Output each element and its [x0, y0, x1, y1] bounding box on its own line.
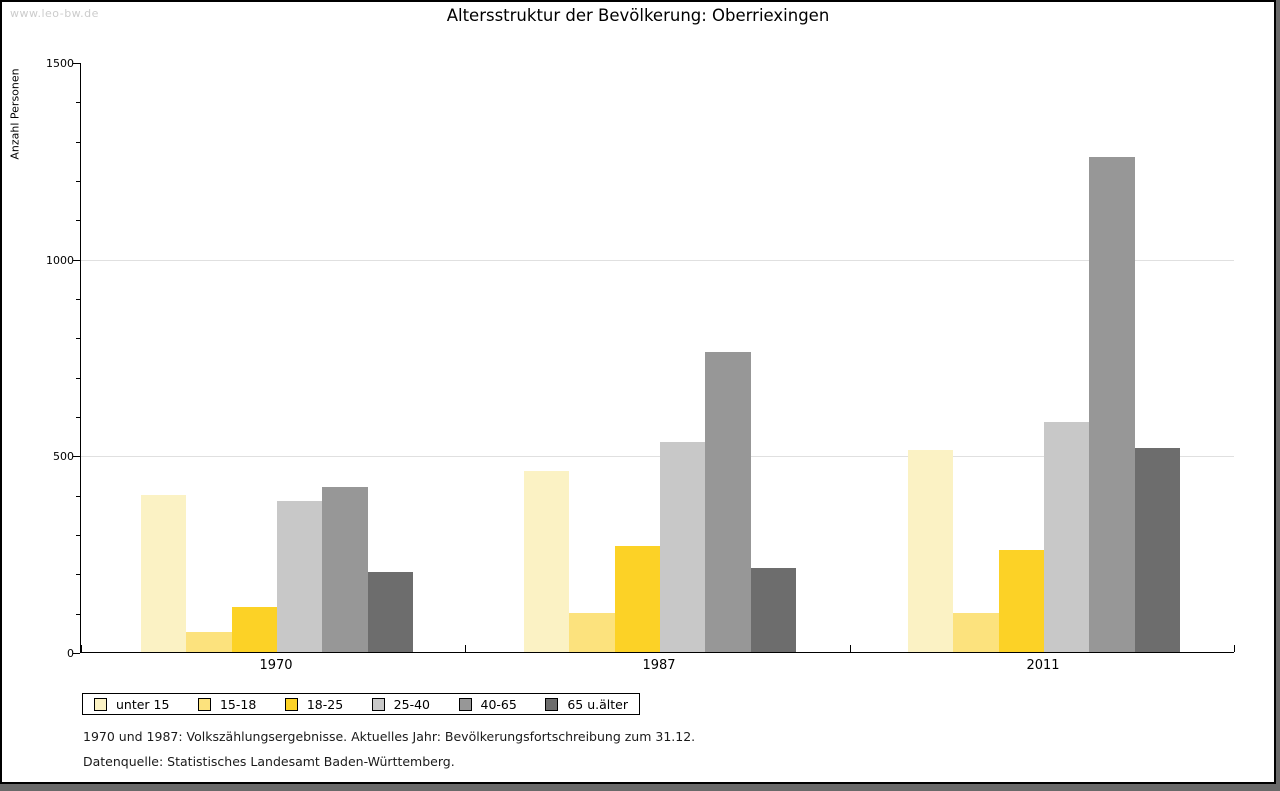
y-tick-label-1000: 1000 — [46, 253, 74, 267]
legend-swatch-icon — [94, 697, 107, 711]
x-axis-tick — [850, 645, 851, 652]
bar-2011-18-25 — [998, 549, 1044, 652]
y-axis-minor-tick — [76, 220, 80, 222]
bar-1970-unter-15 — [141, 494, 187, 652]
legend-item-15-18: 15-18 — [197, 696, 257, 712]
bar-1970-15-18 — [186, 632, 232, 652]
bar-1987-65-u-lter — [750, 567, 796, 652]
y-axis-minor-tick — [76, 181, 80, 182]
bar-1970-40-65 — [322, 487, 368, 652]
bar-1987-40-65 — [705, 351, 751, 652]
legend: unter 15 15-18 18-25 25-40 40-65 65 u.älter — [82, 693, 640, 715]
x-axis-tick — [81, 645, 82, 652]
legend-label: 25-40 — [393, 696, 430, 712]
x-category-label-1987: 1987 — [642, 658, 676, 673]
chart-title: Altersstruktur der Bevölkerung: Oberriex… — [446, 6, 830, 25]
bar-2011-25-40 — [1043, 422, 1090, 652]
y-axis-minor-tick — [76, 535, 80, 536]
bar-1970-65-u-lter — [367, 571, 413, 652]
legend-item-18-25: 18-25 — [284, 696, 344, 712]
bar-group-1987 — [524, 63, 796, 652]
x-category-label-2011: 2011 — [1026, 658, 1060, 673]
y-axis-minor-tick — [76, 299, 80, 300]
legend-swatch-icon — [284, 697, 298, 711]
legend-label: unter 15 — [116, 696, 170, 712]
bar-1970-25-40 — [276, 500, 323, 652]
legend-label: 40-65 — [480, 696, 517, 712]
legend-item-65-u-lter: 65 u.älter — [545, 697, 628, 712]
bar-1987-15-18 — [569, 612, 615, 652]
legend-swatch-icon — [371, 697, 385, 711]
legend-item-25-40: 25-40 — [371, 696, 430, 712]
y-axis-label: Anzahl Personen — [8, 68, 22, 160]
legend-item-40-65: 40-65 — [458, 696, 517, 712]
x-axis-tick — [1234, 645, 1235, 652]
y-axis-minor-tick — [76, 338, 80, 340]
y-axis-major-tick — [73, 259, 80, 261]
footnote-source-note: 1970 und 1987: Volkszählungsergebnisse. … — [83, 729, 696, 744]
bar-2011-65-u-lter — [1134, 447, 1180, 652]
bar-1987-18-25 — [614, 545, 660, 652]
y-axis-minor-tick — [76, 102, 80, 104]
legend-swatch-icon — [458, 697, 472, 711]
y-tick-label-1500: 1500 — [46, 57, 74, 70]
y-tick-label-500: 500 — [53, 450, 74, 464]
y-axis-minor-tick — [76, 417, 80, 418]
gridline-500 — [81, 456, 1234, 458]
x-category-label-1970: 1970 — [259, 658, 293, 673]
y-axis-minor-tick — [76, 495, 80, 497]
y-axis-minor-tick — [76, 377, 80, 379]
y-axis-major-tick — [73, 63, 80, 64]
bar-group-2011 — [908, 63, 1180, 652]
watermark: www.leo-bw.de — [10, 7, 99, 20]
legend-label: 65 u.älter — [567, 696, 628, 712]
bar-group-1970 — [141, 63, 413, 652]
legend-item-unter-15: unter 15 — [94, 697, 169, 712]
x-axis-tick — [465, 645, 466, 652]
y-axis-minor-tick — [76, 141, 80, 143]
gridline-1000 — [81, 259, 1234, 261]
legend-swatch-icon — [545, 697, 559, 711]
y-axis-major-tick — [73, 456, 80, 458]
legend-label: 18-25 — [306, 696, 344, 712]
plot-area — [80, 63, 1235, 653]
y-axis-major-tick — [73, 653, 80, 654]
legend-swatch-icon — [197, 697, 211, 711]
legend-label: 15-18 — [219, 696, 257, 712]
bar-1987-25-40 — [659, 441, 706, 652]
bar-2011-15-18 — [953, 612, 999, 652]
y-axis-minor-tick — [76, 613, 80, 615]
y-axis-minor-tick — [76, 574, 80, 576]
bar-2011-unter-15 — [908, 449, 954, 652]
bar-2011-40-65 — [1089, 157, 1135, 652]
y-tick-label-0: 0 — [67, 647, 74, 660]
footnote-data-source: Datenquelle: Statistisches Landesamt Bad… — [83, 754, 455, 769]
bar-1970-18-25 — [231, 606, 277, 652]
bar-1987-unter-15 — [524, 471, 570, 652]
